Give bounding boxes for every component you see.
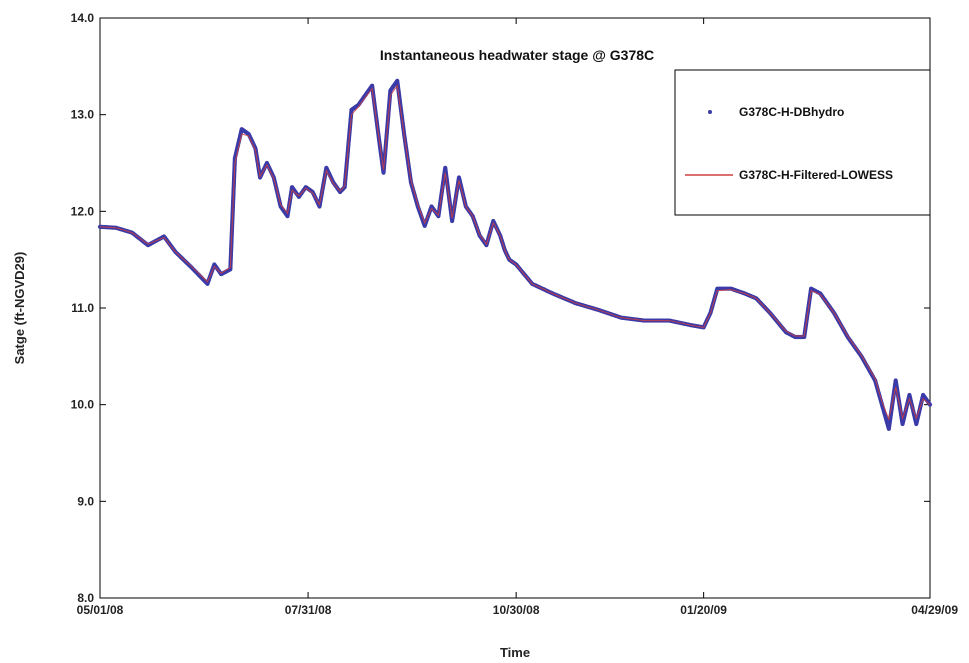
x-tick-label: 10/30/08 (493, 603, 540, 617)
y-axis-label: Satge (ft-NGVD29) (12, 252, 27, 365)
x-tick-label: 07/31/08 (285, 603, 332, 617)
y-tick-label: 10.0 (71, 398, 95, 412)
legend-marker-raw (708, 110, 712, 114)
chart-title: Instantaneous headwater stage @ G378C (380, 47, 654, 63)
y-tick-label: 8.0 (77, 591, 94, 605)
x-tick-label: 04/29/09 (911, 603, 958, 617)
legend-box (674, 69, 931, 216)
y-tick-label: 14.0 (71, 11, 95, 25)
x-axis-ticks: 05/01/08 07/31/08 10/30/08 01/20/09 04/29/09 (77, 18, 958, 617)
x-tick-label: 05/01/08 (77, 603, 124, 617)
y-axis-ticks: 8.0 9.0 10.0 11.0 12.0 13.0 14.0 (71, 11, 930, 605)
filtered-series-line (99, 84, 931, 421)
y-tick-label: 9.0 (77, 494, 94, 508)
legend: G378C-H-DBhydro G378C-H-Filtered-LOWESS (674, 69, 931, 216)
x-tick-label: 01/20/09 (680, 603, 727, 617)
y-tick-label: 13.0 (71, 108, 95, 122)
legend-label-raw: G378C-H-DBhydro (739, 105, 844, 119)
y-tick-label: 12.0 (71, 204, 95, 218)
y-tick-label: 11.0 (71, 301, 94, 315)
legend-label-filtered: G378C-H-Filtered-LOWESS (739, 168, 893, 182)
x-axis-label: Time (500, 645, 530, 660)
series-filtered-line (99, 84, 931, 421)
